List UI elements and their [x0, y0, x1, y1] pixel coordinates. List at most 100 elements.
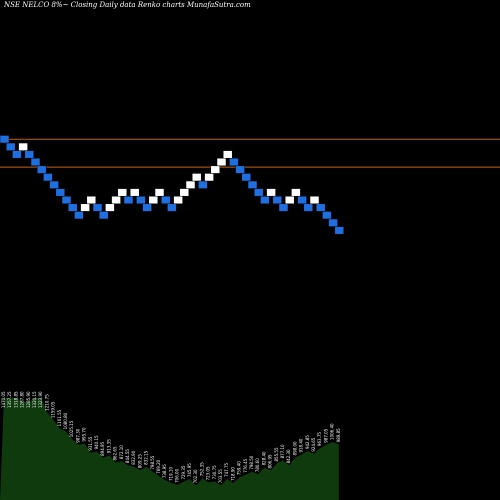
volume-label: 1101.55	[57, 409, 62, 426]
volume-area	[0, 398, 339, 500]
renko-brick-down	[315, 203, 326, 212]
volume-label: 1357.25	[7, 391, 12, 408]
volume-label: 809.25	[137, 454, 142, 468]
renko-brick-down	[235, 165, 245, 174]
renko-brick-down	[272, 195, 283, 205]
renko-brick-down	[160, 195, 171, 205]
volume-label: 745.95	[187, 463, 192, 477]
volume-label: 1318.85	[13, 391, 18, 408]
volume-label: 738.95	[162, 464, 167, 478]
volume-label: 730.75	[212, 465, 217, 479]
volume-label: 703.55	[218, 469, 223, 483]
volume-label: 702.30	[193, 469, 198, 483]
volume-label: 924.65	[311, 437, 316, 451]
renko-brick-up	[185, 180, 196, 189]
renko-brick-up	[154, 188, 165, 197]
volume-label: 877.10	[280, 444, 285, 458]
renko-brick-down	[98, 211, 109, 220]
renko-brick-down	[297, 195, 307, 205]
volume-label: 963.75	[317, 432, 322, 446]
renko-brick-up	[148, 195, 159, 205]
renko-brick-up	[129, 188, 140, 197]
renko-brick-down	[67, 203, 78, 212]
volume-label: 1025.15	[69, 420, 74, 437]
volume-label: 718.90	[230, 467, 235, 481]
volume-label: 855.55	[274, 447, 279, 461]
renko-brick-down	[253, 188, 264, 197]
renko-brick-down	[334, 226, 345, 235]
reference-lines	[0, 138, 500, 168]
volume-label: 1159.05	[51, 401, 56, 418]
renko-brick-down	[123, 195, 134, 205]
volume-label: 995.70	[82, 427, 87, 441]
volume-label: 862.65	[113, 446, 118, 460]
renko-brick-down	[36, 165, 47, 174]
renko-brick-up	[309, 195, 320, 205]
renko-brick-down	[247, 180, 258, 189]
renko-brick-down	[241, 173, 252, 182]
volume-label: 832.15	[144, 450, 149, 464]
renko-brick-up	[204, 173, 214, 182]
renko-brick-up	[179, 188, 190, 197]
volume-label: 918.40	[299, 438, 304, 452]
renko-brick-down	[136, 195, 146, 205]
renko-brick-down	[55, 188, 66, 197]
volume-label: 780.60	[255, 458, 260, 472]
renko-brick-up	[266, 188, 276, 197]
renko-brick-up	[86, 195, 97, 205]
renko-brick-down	[12, 150, 22, 159]
renko-brick-down	[303, 203, 314, 212]
renko-brick-down	[167, 203, 177, 212]
renko-brick-down	[74, 211, 84, 220]
volume-label: 872.10	[119, 445, 124, 459]
renko-brick-up	[117, 188, 128, 197]
renko-brick-up	[18, 142, 28, 151]
volume-label: 806.95	[268, 454, 273, 468]
renko-brick-down	[278, 203, 289, 212]
renko-brick-up	[210, 165, 221, 174]
volume-label: 940.15	[94, 435, 99, 449]
renko-brick-down	[198, 180, 208, 189]
volume-label: 1470.05	[1, 391, 6, 408]
renko-brick-down	[61, 195, 72, 205]
volume-label: 719.10	[168, 467, 173, 481]
chart-title: NSE NELCO 8%~ Closing Daily data Renko c…	[4, 1, 251, 9]
volume-label: 798.55	[150, 455, 155, 469]
renko-brick-up	[173, 195, 183, 205]
renko-brick-down	[322, 211, 332, 220]
renko-brick-down	[49, 180, 59, 189]
renko-brick-down	[24, 150, 35, 159]
volume-label: 1320.15	[32, 391, 37, 408]
volume-label: 894.95	[100, 441, 105, 455]
volume-label: 776.45	[243, 458, 248, 472]
volume-label: 752.35	[199, 462, 204, 476]
volume-label: 842.30	[286, 449, 291, 463]
volume-label: 832.90	[131, 450, 136, 464]
renko-brick-up	[105, 203, 115, 212]
renko-brick-down	[43, 173, 53, 182]
volume-label: 942.85	[305, 435, 310, 449]
volume-label: 706.00	[175, 468, 180, 482]
renko-brick-up	[80, 203, 90, 212]
volume-label: 1210.75	[44, 394, 49, 411]
renko-bricks	[0, 135, 345, 235]
renko-brick-down	[260, 195, 270, 205]
volume-label: 723.05	[206, 466, 211, 480]
renko-brick-down	[92, 203, 103, 212]
volume-label: 729.35	[181, 465, 186, 479]
renko-brick-down	[5, 142, 16, 151]
renko-brick-down	[328, 218, 338, 227]
volume-area-fill	[0, 398, 339, 500]
renko-brick-up	[216, 157, 227, 167]
renko-brick-down	[30, 157, 41, 167]
volume-label: 1080.80	[63, 412, 68, 429]
volume-label: 987.05	[323, 428, 328, 442]
renko-brick-up	[191, 173, 202, 182]
volume-label: 931.55	[88, 436, 93, 450]
volume-label: 1323.90	[38, 391, 43, 408]
volume-label: 1285.90	[26, 391, 31, 408]
volume-label: 747.75	[224, 462, 229, 476]
volume-label: 844.55	[125, 449, 130, 463]
volume-label: 987.30	[75, 428, 80, 442]
